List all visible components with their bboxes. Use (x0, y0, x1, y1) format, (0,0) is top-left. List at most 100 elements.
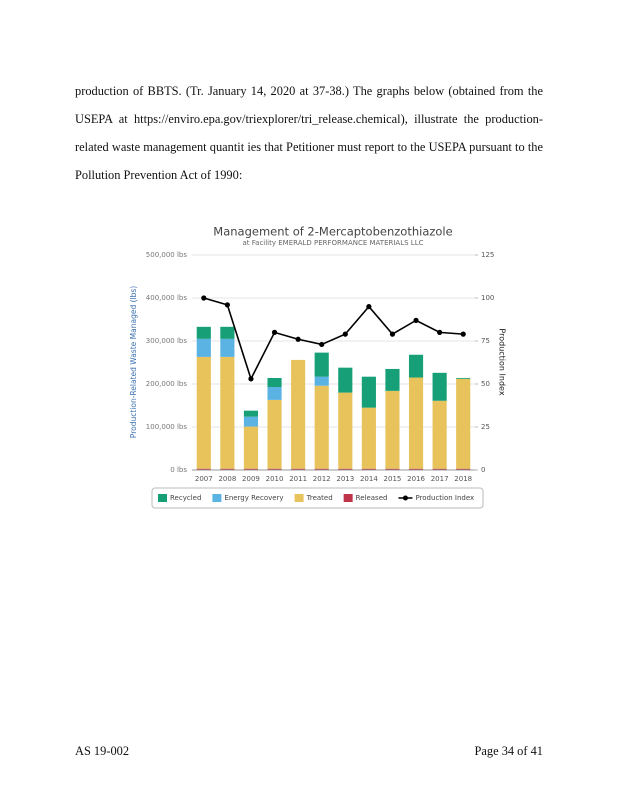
chart-title: Management of 2-Mercaptobenzothiazole (213, 225, 452, 239)
y-tick-label: 300,000 lbs (146, 337, 188, 345)
x-tick-label: 2011 (289, 475, 307, 483)
index-point (224, 302, 230, 308)
bar-segment (361, 407, 376, 469)
legend-swatch (402, 495, 408, 501)
bar-segment (408, 377, 424, 469)
bar-segment (385, 468, 400, 470)
index-line (203, 297, 464, 381)
bar-segment (456, 468, 471, 470)
y2-tick-label: 125 (481, 251, 494, 259)
chart-subtitle: at Facility EMERALD PERFORMANCE MATERIAL… (243, 239, 424, 247)
paragraph-line: Pollution Prevention Act of 1990: (75, 168, 243, 182)
y-tick-label: 0 lbs (170, 466, 187, 474)
index-point (460, 331, 466, 337)
footer-left: AS 19-002 (75, 744, 130, 758)
x-tick-label: 2012 (313, 475, 331, 483)
bar-segment (408, 468, 424, 470)
y2-tick-label: 75 (481, 337, 490, 345)
legend-label: Energy Recovery (224, 494, 283, 502)
bar-segment (432, 400, 447, 469)
index-point (319, 341, 325, 348)
bar-segment (267, 468, 282, 470)
footer-right: Page 34 of 41 (474, 744, 543, 758)
x-tick-label: 2017 (431, 475, 449, 483)
bar-segment (267, 387, 282, 400)
y-tick-label: 200,000 lbs (146, 380, 188, 388)
y2-axis-label: Production Index (498, 328, 507, 395)
bar-segment (432, 372, 447, 401)
bar-segment (385, 368, 400, 391)
bar-segment (196, 468, 211, 470)
x-tick-label: 2015 (384, 475, 402, 483)
y2-tick-label: 0 (481, 466, 485, 474)
bar-segment (291, 468, 306, 470)
index-point (271, 329, 278, 335)
bar-segment (196, 356, 211, 469)
x-tick-label: 2009 (242, 475, 260, 483)
y2-tick-label: 50 (481, 380, 490, 388)
bar-segment (220, 356, 235, 469)
bar-segment (243, 416, 259, 427)
bar-segment (338, 392, 353, 469)
bar-segment (432, 468, 447, 470)
x-tick-label: 2014 (360, 475, 378, 483)
bar-segment (385, 390, 400, 469)
legend-label: Recycled (170, 494, 201, 502)
bar-segment (408, 354, 424, 378)
index-point (295, 336, 301, 342)
y-tick-label: 100,000 lbs (146, 423, 188, 431)
index-point (437, 329, 443, 335)
chart: Management of 2-Mercaptobenzothiazole at… (129, 225, 507, 509)
legend-label: Released (356, 494, 388, 502)
x-tick-label: 2013 (336, 475, 354, 483)
bar-segment (220, 468, 235, 470)
index-point (413, 317, 419, 323)
index-point (342, 331, 348, 337)
bar-segment (338, 367, 353, 393)
y2-tick-label: 25 (481, 423, 490, 431)
index-point (389, 331, 396, 337)
bar-segment (314, 352, 329, 377)
bar-segment (456, 378, 471, 469)
x-tick-label: 2018 (454, 475, 472, 483)
bar-segment (361, 376, 376, 408)
x-tick-label: 2016 (407, 475, 425, 483)
legend-swatch (294, 494, 304, 502)
bar-segment (243, 468, 259, 470)
legend-swatch (158, 494, 167, 502)
x-tick-label: 2008 (218, 475, 236, 483)
bar-segment (361, 468, 376, 470)
y-tick-label: 500,000 lbs (146, 251, 188, 259)
bar-segment (314, 376, 329, 386)
bar-segment (220, 338, 235, 357)
bar-segment (338, 468, 353, 470)
bar-segment (243, 410, 259, 417)
y2-tick-label: 100 (481, 294, 494, 302)
x-tick-label: 2010 (266, 475, 284, 483)
bar-segment (291, 359, 306, 469)
index-point (248, 376, 254, 382)
x-tick-label: 2007 (195, 475, 213, 483)
index-point (201, 295, 207, 301)
index-point (366, 304, 372, 310)
bar-segment (267, 399, 282, 469)
paragraph-line: USEPA at https://enviro.epa.gov/triexplo… (75, 112, 543, 126)
legend-swatch (343, 494, 353, 502)
bar-segment (314, 468, 329, 470)
paragraph-line: related waste management quantit ies tha… (75, 140, 543, 154)
paragraph-line: production of BBTS. (Tr. January 14, 202… (75, 84, 543, 98)
bar-segment (314, 385, 329, 469)
bar-segment (267, 377, 282, 388)
legend-box (151, 487, 484, 509)
legend-label: Production Index (415, 494, 474, 502)
bar-segment (196, 338, 211, 357)
legend-label: Treated (306, 494, 333, 502)
legend-swatch (212, 494, 222, 502)
y-axis-label: Production-Related Waste Managed (lbs) (129, 286, 138, 438)
bar-segment (243, 426, 259, 469)
bar-segment (196, 326, 211, 339)
bar-segment (456, 377, 471, 379)
y-tick-label: 400,000 lbs (146, 294, 188, 302)
bar-segment (220, 326, 235, 339)
